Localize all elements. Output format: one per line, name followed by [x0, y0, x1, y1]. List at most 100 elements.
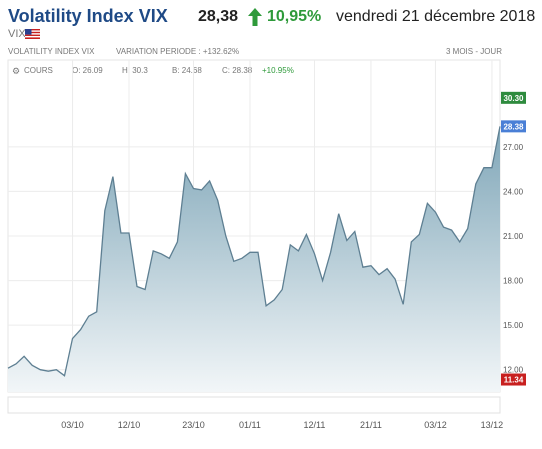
open-value: O: 26.09 [72, 66, 103, 75]
data-point[interactable] [418, 233, 420, 235]
data-point[interactable] [434, 211, 436, 213]
arrow-up-icon [248, 8, 262, 26]
x-tick-label: 03/12 [424, 420, 447, 430]
x-tick-label: 12/11 [304, 420, 326, 430]
series-line[interactable] [7, 126, 501, 377]
x-tick-label: 13/12 [481, 420, 504, 430]
data-point[interactable] [305, 233, 307, 235]
data-point[interactable] [128, 232, 130, 234]
data-point[interactable] [96, 311, 98, 313]
data-point[interactable] [55, 369, 57, 371]
x-tick-label: 21/11 [360, 420, 382, 430]
data-point[interactable] [483, 166, 485, 168]
data-point[interactable] [144, 288, 146, 290]
price-marker-label: 11.34 [504, 376, 524, 385]
y-tick-label: 15.00 [503, 321, 524, 330]
data-point[interactable] [410, 241, 412, 243]
data-point[interactable] [225, 235, 227, 237]
y-tick-label: 21.00 [503, 232, 524, 241]
data-point[interactable] [71, 337, 73, 339]
data-point[interactable] [386, 267, 388, 269]
data-point[interactable] [321, 279, 323, 281]
data-point[interactable] [491, 166, 493, 168]
y-tick-label: 12.00 [503, 366, 524, 375]
x-axis-strip [7, 396, 501, 414]
data-point[interactable] [450, 229, 452, 231]
price-marker [501, 373, 526, 386]
data-point[interactable] [370, 265, 372, 267]
data-point[interactable] [112, 175, 114, 177]
data-point[interactable] [297, 250, 299, 252]
data-point[interactable] [31, 364, 33, 366]
data-point[interactable] [176, 241, 178, 243]
change-value: +10.95% [262, 66, 294, 75]
high-value: H: 30.3 [122, 66, 148, 75]
data-point[interactable] [249, 251, 251, 253]
data-point[interactable] [120, 232, 122, 234]
data-point[interactable] [499, 125, 501, 127]
data-point[interactable] [87, 315, 89, 317]
data-point[interactable] [15, 363, 17, 365]
data-point[interactable] [7, 367, 9, 369]
price-change: 10,95% [267, 8, 322, 25]
data-point[interactable] [265, 305, 267, 307]
data-point[interactable] [402, 303, 404, 305]
series-label: COURS [24, 66, 53, 75]
data-point[interactable] [426, 202, 428, 204]
data-point[interactable] [217, 199, 219, 201]
price-marker-label: 30.30 [503, 94, 524, 103]
page-title: Volatility Index VIX [8, 6, 168, 26]
data-point[interactable] [289, 244, 291, 246]
data-point[interactable] [394, 278, 396, 280]
data-point[interactable] [337, 213, 339, 215]
instrument-name: VOLATILITY INDEX VIX [8, 47, 95, 56]
price-marker [501, 91, 526, 104]
low-value: B: 24.68 [172, 66, 202, 75]
data-point[interactable] [233, 260, 235, 262]
data-point[interactable] [475, 183, 477, 185]
x-tick-label: 12/10 [118, 420, 141, 430]
data-point[interactable] [208, 180, 210, 182]
data-point[interactable] [104, 210, 106, 212]
data-point[interactable] [184, 172, 186, 174]
x-tick-label: 01/11 [239, 420, 261, 430]
data-point[interactable] [136, 285, 138, 287]
data-point[interactable] [257, 251, 259, 253]
quote-header: Volatility Index VIX 28,38 10,95% vendre… [8, 6, 538, 30]
period-selector[interactable]: 3 MOIS - JOUR [445, 47, 502, 56]
data-point[interactable] [23, 355, 25, 357]
data-point[interactable] [313, 253, 315, 255]
x-tick-label: 03/10 [61, 420, 84, 430]
data-point[interactable] [152, 250, 154, 252]
y-tick-label: 24.00 [503, 187, 524, 196]
data-point[interactable] [362, 266, 364, 268]
data-point[interactable] [442, 226, 444, 228]
data-point[interactable] [467, 227, 469, 229]
data-point[interactable] [354, 230, 356, 232]
data-point[interactable] [160, 253, 162, 255]
price-marker [501, 120, 526, 133]
data-point[interactable] [47, 370, 49, 372]
data-point[interactable] [281, 288, 283, 290]
quote-date: vendredi 21 décembre 2018 [336, 8, 536, 25]
data-point[interactable] [378, 273, 380, 275]
y-tick-label: 18.00 [503, 277, 524, 286]
data-point[interactable] [79, 328, 81, 330]
data-point[interactable] [39, 369, 41, 371]
series-area [8, 126, 500, 393]
price-marker-label: 28.38 [503, 122, 524, 131]
data-point[interactable] [192, 187, 194, 189]
data-point[interactable] [273, 299, 275, 301]
close-value: C: 28.38 [222, 66, 253, 75]
data-point[interactable] [346, 239, 348, 241]
data-point[interactable] [329, 251, 331, 253]
last-price: 28,38 [198, 8, 239, 25]
data-point[interactable] [200, 189, 202, 191]
data-point[interactable] [63, 374, 65, 376]
y-tick-label: 27.00 [503, 143, 524, 152]
gear-icon[interactable]: ⚙ [12, 66, 21, 76]
data-point[interactable] [241, 257, 243, 259]
data-point[interactable] [458, 241, 460, 243]
data-point[interactable] [168, 257, 170, 259]
